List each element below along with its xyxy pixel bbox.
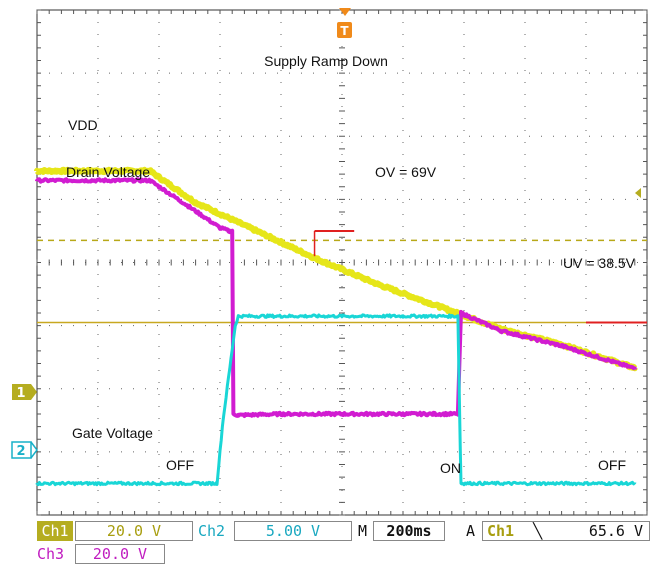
reference-lines [37,239,647,324]
ov-threshold-label: OV = 69V [375,164,437,180]
drain-voltage-trace [35,177,637,418]
traces [34,166,638,487]
trigger-position-marker[interactable]: T [337,8,352,38]
trigger-level-arrow[interactable] [635,188,641,198]
trigger-level: 65.6 V [588,522,643,540]
trigger-readout[interactable]: Ch1 ╲ 65.6 V [482,521,650,541]
ch3-status-label[interactable]: Ch3 [37,545,65,563]
gate-voltage-label: Gate Voltage [72,425,153,441]
ch2-ground-marker[interactable]: 2 [11,441,38,459]
drain-voltage-label: Drain Voltage [66,164,150,180]
graticule [36,9,648,516]
trigger-marker-label: T [340,24,349,38]
vdd-label: VDD [68,117,98,133]
ch3-scale-value: 20.0 V [75,544,165,564]
uv-threshold-label: UV = 38.5V [563,255,636,271]
trigger-slope-icon: ╲ [533,522,543,540]
trigger-channel: Ch1 [487,522,515,540]
timebase-label: M [358,522,368,540]
timebase-value[interactable]: 200ms [373,521,445,541]
trace-marks [313,229,647,324]
ch1-status-label[interactable]: Ch1 [37,521,73,541]
gate-voltage-trace [35,313,637,487]
ch2-scale-value: 5.00 V [234,521,352,541]
ch1-ground-marker[interactable]: 1 [12,384,37,401]
ch1-marker-label: 1 [16,386,25,401]
ch2-status-label[interactable]: Ch2 [198,522,226,540]
ch1-scale-value: 20.0 V [75,521,193,541]
chart-title: Supply Ramp Down [264,53,388,69]
trigger-mode-label: A [466,522,476,540]
gate-off-label-right: OFF [598,457,626,473]
gate-off-label-left: OFF [166,457,194,473]
gate-on-label: ON [440,460,461,476]
ch2-marker-label: 2 [16,444,25,459]
